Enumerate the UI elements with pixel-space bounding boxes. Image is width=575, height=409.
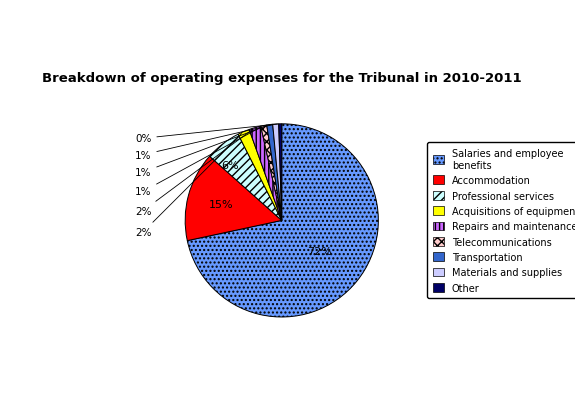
Text: 15%: 15% xyxy=(209,200,233,210)
Wedge shape xyxy=(267,125,282,221)
Legend: Salaries and employee
benefits, Accommodation, Professional services, Acquisitio: Salaries and employee benefits, Accommod… xyxy=(427,143,575,299)
Text: 1%: 1% xyxy=(135,125,273,160)
Wedge shape xyxy=(187,124,378,317)
Text: 1%: 1% xyxy=(135,128,261,197)
Text: 1%: 1% xyxy=(135,126,267,178)
Wedge shape xyxy=(279,124,282,221)
Wedge shape xyxy=(185,157,282,241)
Text: 0%: 0% xyxy=(135,125,278,144)
Wedge shape xyxy=(209,135,282,221)
Text: 2%: 2% xyxy=(135,130,252,216)
Text: 6%: 6% xyxy=(222,161,239,171)
Text: 2%: 2% xyxy=(135,134,242,237)
Wedge shape xyxy=(273,125,282,221)
Text: 72%: 72% xyxy=(307,246,332,256)
Title: Breakdown of operating expenses for the Tribunal in 2010-2011: Breakdown of operating expenses for the … xyxy=(42,72,522,85)
Wedge shape xyxy=(261,126,282,221)
Wedge shape xyxy=(238,130,282,221)
Wedge shape xyxy=(249,127,282,221)
